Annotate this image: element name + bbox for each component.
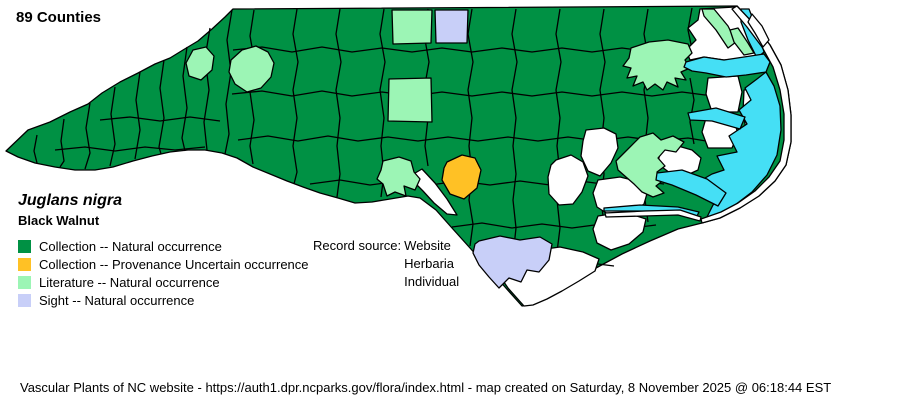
literature-county [387, 77, 433, 123]
provenance-uncertain-county [441, 154, 482, 200]
literature-county [615, 132, 685, 198]
literature-county [228, 45, 275, 93]
sight-county [434, 9, 469, 44]
sight-counties [434, 9, 553, 289]
literature-county [391, 9, 433, 45]
record-source-value: Herbaria [404, 256, 455, 271]
literature-county [185, 46, 215, 81]
record-source-label: Record source: [313, 238, 402, 253]
record-source-block: Record source: Website Herbaria Individu… [313, 237, 459, 291]
legend-label: Literature -- Natural occurrence [39, 274, 220, 290]
literature-county [701, 8, 737, 49]
sound-water [603, 8, 782, 220]
species-common-name: Black Walnut [18, 213, 100, 228]
bogue-banks [604, 209, 702, 222]
sight-county [472, 235, 553, 289]
collection-swatch [18, 239, 31, 253]
literature-county [622, 39, 693, 91]
neuse-river [655, 169, 727, 207]
legend: Collection -- Natural occurrence Collect… [18, 237, 309, 309]
legend-label: Sight -- Natural occurrence [39, 292, 195, 308]
county-count-title: 89 Counties [16, 9, 102, 26]
provenance-swatch [18, 257, 31, 271]
legend-row-sight: Sight -- Natural occurrence [18, 291, 309, 309]
footer-attribution: Vascular Plants of NC website - https://… [20, 380, 832, 395]
species-block: Juglans nigra Black Walnut [18, 192, 122, 228]
literature-county [376, 156, 421, 197]
record-source-value: Website [404, 238, 451, 253]
literature-swatch [18, 275, 31, 289]
pamlico-river [687, 107, 746, 130]
legend-row-provenance: Collection -- Provenance Uncertain occur… [18, 255, 309, 273]
no-record-county [705, 75, 743, 113]
sight-swatch [18, 293, 31, 307]
outer-banks [604, 5, 792, 224]
legend-label: Collection -- Natural occurrence [39, 238, 222, 254]
literature-counties [185, 8, 755, 198]
legend-row-collection: Collection -- Natural occurrence [18, 237, 309, 255]
record-source-values: Website Herbaria Individual [404, 237, 459, 291]
no-record-county [580, 127, 619, 177]
legend-label: Collection -- Provenance Uncertain occur… [39, 256, 309, 272]
legend-row-literature: Literature -- Natural occurrence [18, 273, 309, 291]
knotts-island [747, 13, 770, 48]
no-record-county [547, 154, 589, 206]
record-source-value: Individual [404, 274, 460, 289]
species-scientific-name: Juglans nigra [18, 192, 123, 209]
